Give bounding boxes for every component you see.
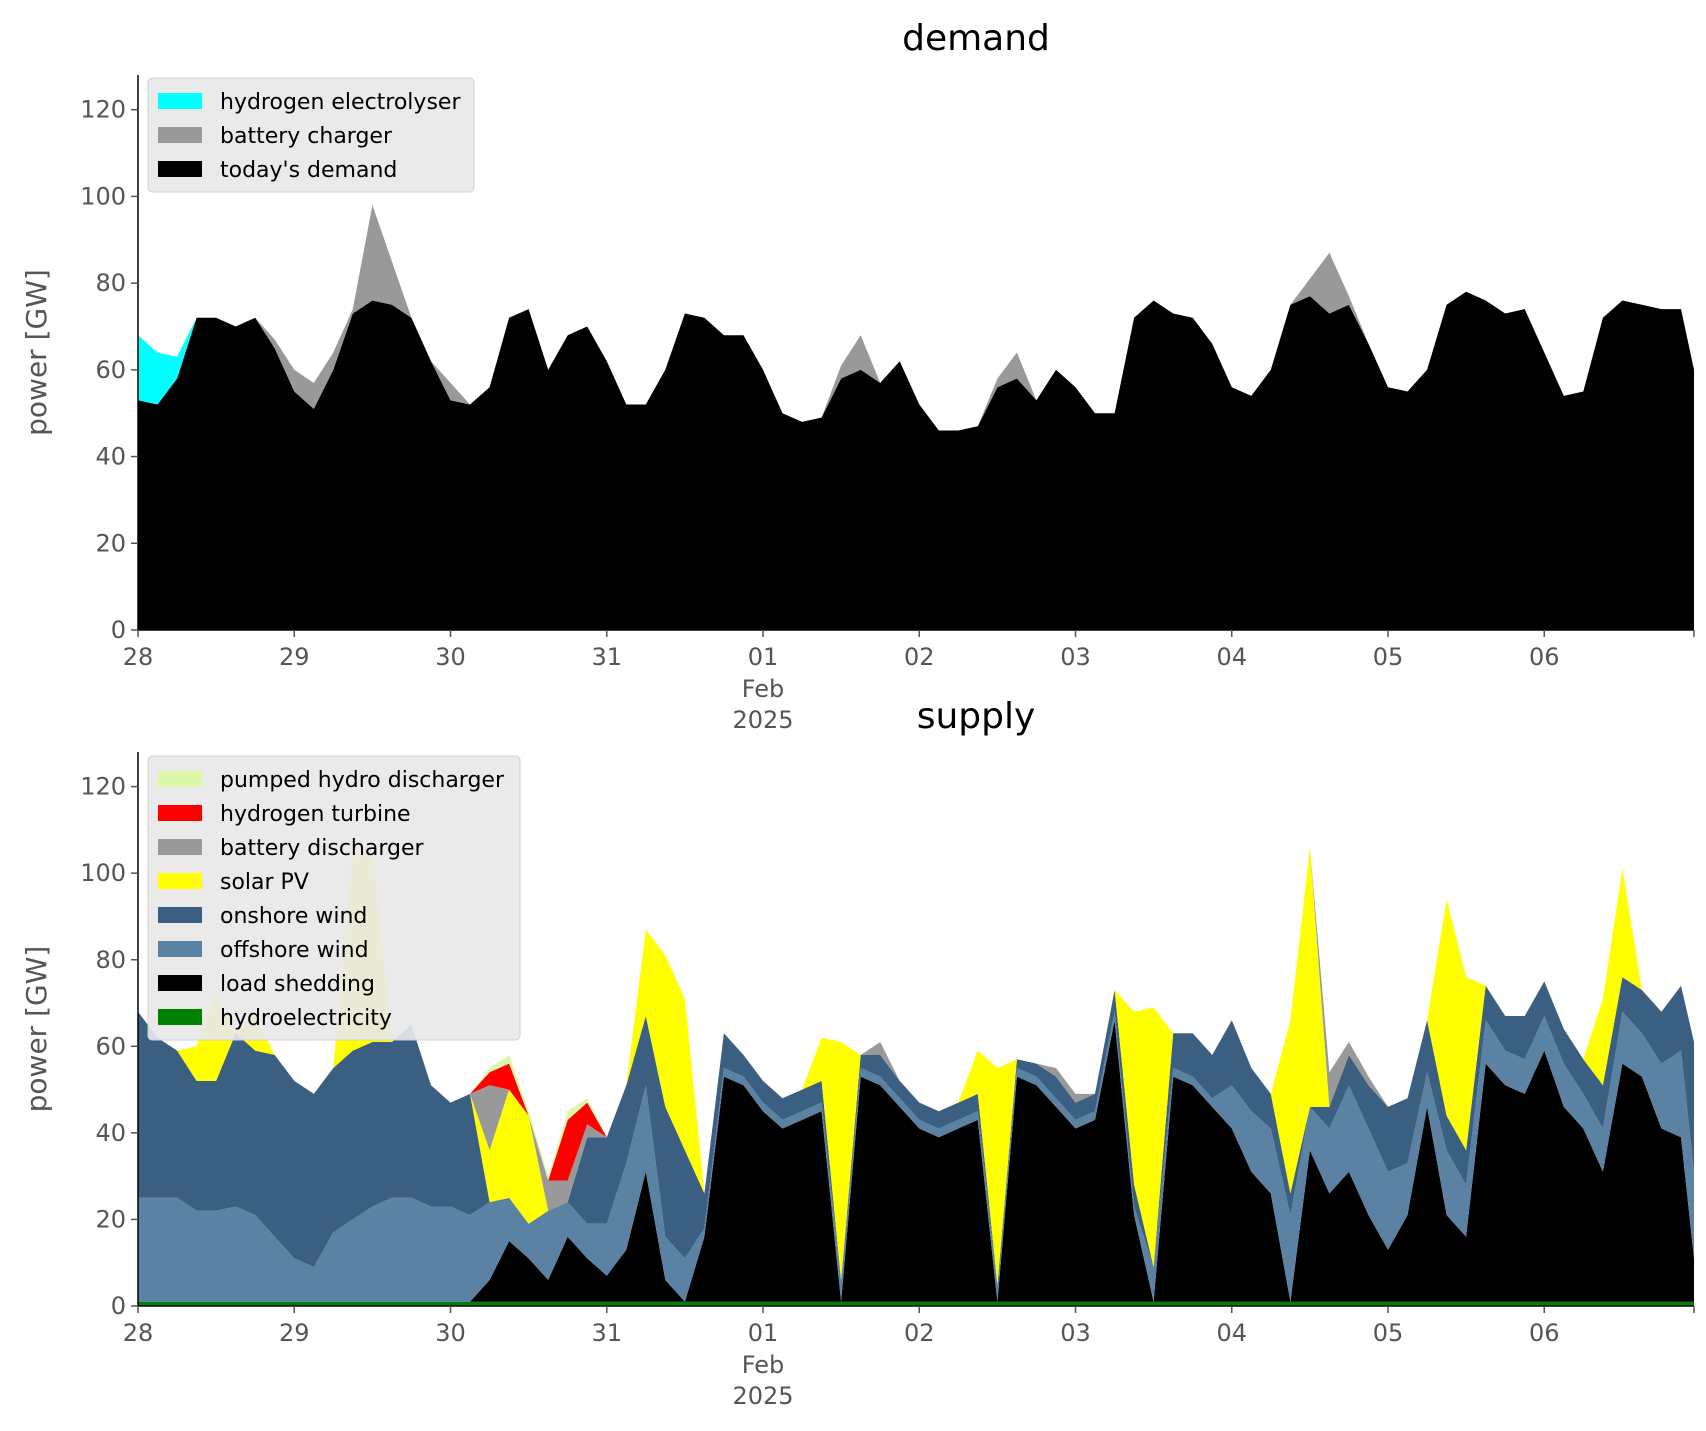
area-pumped-hydro-discharger [138, 847, 1694, 1194]
legend-swatch-load-shedding [158, 975, 202, 991]
chart-panel-demand: 0 20 40 60 80 100 120 28 29 30 31 01 Feb 2025 02 03 04 05… [20, 18, 1695, 734]
x-tick-label: 06 [1529, 643, 1560, 671]
x-tick-sublabel-year: 2025 [732, 1382, 793, 1410]
y-tick-label: 100 [80, 182, 126, 210]
legend-label-hydroelectricity: hydroelectricity [220, 1006, 392, 1031]
x-tick-label: 04 [1216, 643, 1247, 671]
area-solar-pv [138, 847, 1694, 1285]
x-tick-label: 03 [1060, 1319, 1091, 1347]
legend-swatch-battery-charger [158, 127, 202, 143]
legend-label-battery-discharger: battery discharger [220, 836, 425, 861]
legend-label-offshore-wind: offshore wind [220, 938, 369, 963]
legend-label-battery-charger: battery charger [220, 124, 393, 149]
y-tick-label: 20 [95, 1205, 126, 1233]
x-tick-sublabel-year: 2025 [732, 706, 793, 734]
x-tick-label: 02 [904, 643, 935, 671]
area-layers [138, 205, 1694, 630]
x-tick-label: 02 [904, 1319, 935, 1347]
x-tick-label: 03 [1060, 643, 1091, 671]
x-tick-label: 28 [123, 1319, 154, 1347]
y-tick-label: 120 [80, 773, 126, 801]
x-tick-label: 01 [748, 1319, 779, 1347]
legend-swatch-hydrogen-turbine [158, 805, 202, 821]
area-offshore-wind [138, 1011, 1694, 1302]
legend-frame [147, 755, 521, 1041]
legend-label-hydrogen-turbine: hydrogen turbine [220, 802, 411, 827]
legend-label-load-shedding: load shedding [220, 972, 375, 997]
legend-swatch-hydrogen-electrolyser [158, 93, 202, 109]
x-tick-label: 30 [435, 1319, 466, 1347]
legend-frame [147, 77, 475, 193]
chart-panel-supply: 0 20 40 60 80 100 120 28 29 30 31 01 Feb 2025 02 03 04 05… [20, 696, 1695, 1410]
legend-swatch-pumped-hydro-discharger [158, 771, 202, 787]
x-tick-label: 28 [123, 643, 154, 671]
legend-label-solar-pv: solar PV [220, 870, 309, 895]
area-load-shedding [138, 1020, 1694, 1302]
x-tick-label: 04 [1216, 1319, 1247, 1347]
x-tick-label: 29 [279, 643, 310, 671]
x-tick-label: 06 [1529, 1319, 1560, 1347]
y-tick-label: 40 [95, 1119, 126, 1147]
x-tick-sublabel-month: Feb [742, 675, 785, 703]
area-today-s-demand [138, 291, 1694, 630]
y-tick-label: 0 [111, 616, 126, 644]
chart-title: supply [917, 696, 1036, 737]
chart-title: demand [902, 18, 1050, 59]
y-tick-label: 0 [111, 1292, 126, 1320]
legend-swatch-battery-discharger [158, 839, 202, 855]
legend-swatch-today-s-demand [158, 161, 202, 177]
legend-label-today-s-demand: today's demand [220, 158, 397, 183]
y-axis-label: power [GW] [20, 269, 53, 436]
legend: hydrogen electrolyser battery charger toda… [147, 77, 475, 193]
y-tick-label: 120 [80, 96, 126, 124]
x-tick-label: 31 [591, 1319, 622, 1347]
x-tick-label: 01 [748, 643, 779, 671]
y-tick-label: 40 [95, 443, 126, 471]
x-tick-label: 30 [435, 643, 466, 671]
area-onshore-wind [138, 977, 1694, 1285]
y-tick-label: 80 [95, 946, 126, 974]
y-tick-label: 80 [95, 269, 126, 297]
y-tick-label: 60 [95, 1032, 126, 1060]
legend-swatch-solar-pv [158, 873, 202, 889]
area-hydroelectricity [138, 1301, 1694, 1306]
legend-swatch-onshore-wind [158, 907, 202, 923]
legend-swatch-hydroelectricity [158, 1009, 202, 1025]
x-tick-sublabel-month: Feb [742, 1351, 785, 1379]
area-layers [138, 847, 1694, 1306]
y-tick-label: 100 [80, 859, 126, 887]
legend: pumped hydro discharger hydrogen turbine b… [147, 755, 521, 1041]
y-tick-label: 20 [95, 529, 126, 557]
x-tick-label: 29 [279, 1319, 310, 1347]
x-tick-label: 05 [1373, 1319, 1404, 1347]
legend-label-pumped-hydro-discharger: pumped hydro discharger [220, 768, 505, 793]
y-axis-label: power [GW] [20, 946, 53, 1113]
x-tick-label: 05 [1373, 643, 1404, 671]
x-tick-label: 31 [591, 643, 622, 671]
legend-label-onshore-wind: onshore wind [220, 904, 367, 929]
y-tick-label: 60 [95, 356, 126, 384]
legend-label-hydrogen-electrolyser: hydrogen electrolyser [220, 90, 461, 115]
legend-swatch-offshore-wind [158, 941, 202, 957]
